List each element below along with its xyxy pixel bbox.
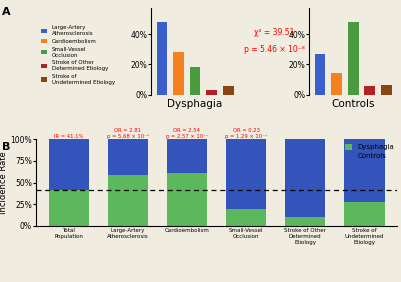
Bar [331,74,342,95]
Bar [49,190,89,226]
Text: p = 5.46 × 10⁻⁸: p = 5.46 × 10⁻⁸ [244,45,304,54]
Legend: Large-Artery
Atherosclerosis, Cardioembolism, Small-Vessel
Occlusion, Stroke of : Large-Artery Atherosclerosis, Cardioembo… [39,23,117,87]
X-axis label: Controls: Controls [331,99,375,109]
X-axis label: Dysphagia: Dysphagia [168,99,223,109]
Text: χ² = 39.51: χ² = 39.51 [254,28,294,37]
Bar [226,209,266,226]
Text: B: B [2,142,10,152]
Bar [226,139,266,209]
Bar [108,139,148,175]
Bar [315,54,326,95]
Bar [206,90,217,95]
Y-axis label: Incidence Rate: Incidence Rate [0,151,8,214]
Bar [49,139,89,190]
Text: OR = 0.23
p = 1.29 × 10⁻⁷: OR = 0.23 p = 1.29 × 10⁻⁷ [225,127,267,138]
Bar [108,175,148,226]
Text: IR = 41.1%: IR = 41.1% [54,134,83,138]
Text: A: A [2,7,11,17]
Bar [157,22,167,95]
Bar [365,85,375,95]
Bar [167,173,207,226]
Bar [381,85,392,95]
Text: OR = 2.54
p = 2.57 × 10⁻¹: OR = 2.54 p = 2.57 × 10⁻¹ [166,127,208,138]
Bar [344,139,385,202]
Bar [344,202,385,226]
Bar [285,217,325,226]
Bar [173,52,184,95]
Legend: Dysphagia, Controls: Dysphagia, Controls [342,141,397,162]
Bar [285,139,325,217]
Bar [223,85,233,95]
Bar [348,22,358,95]
Bar [190,67,200,95]
Bar [167,139,207,173]
Text: OR = 2.81
p = 5.68 × 10⁻⁵: OR = 2.81 p = 5.68 × 10⁻⁵ [107,127,149,138]
